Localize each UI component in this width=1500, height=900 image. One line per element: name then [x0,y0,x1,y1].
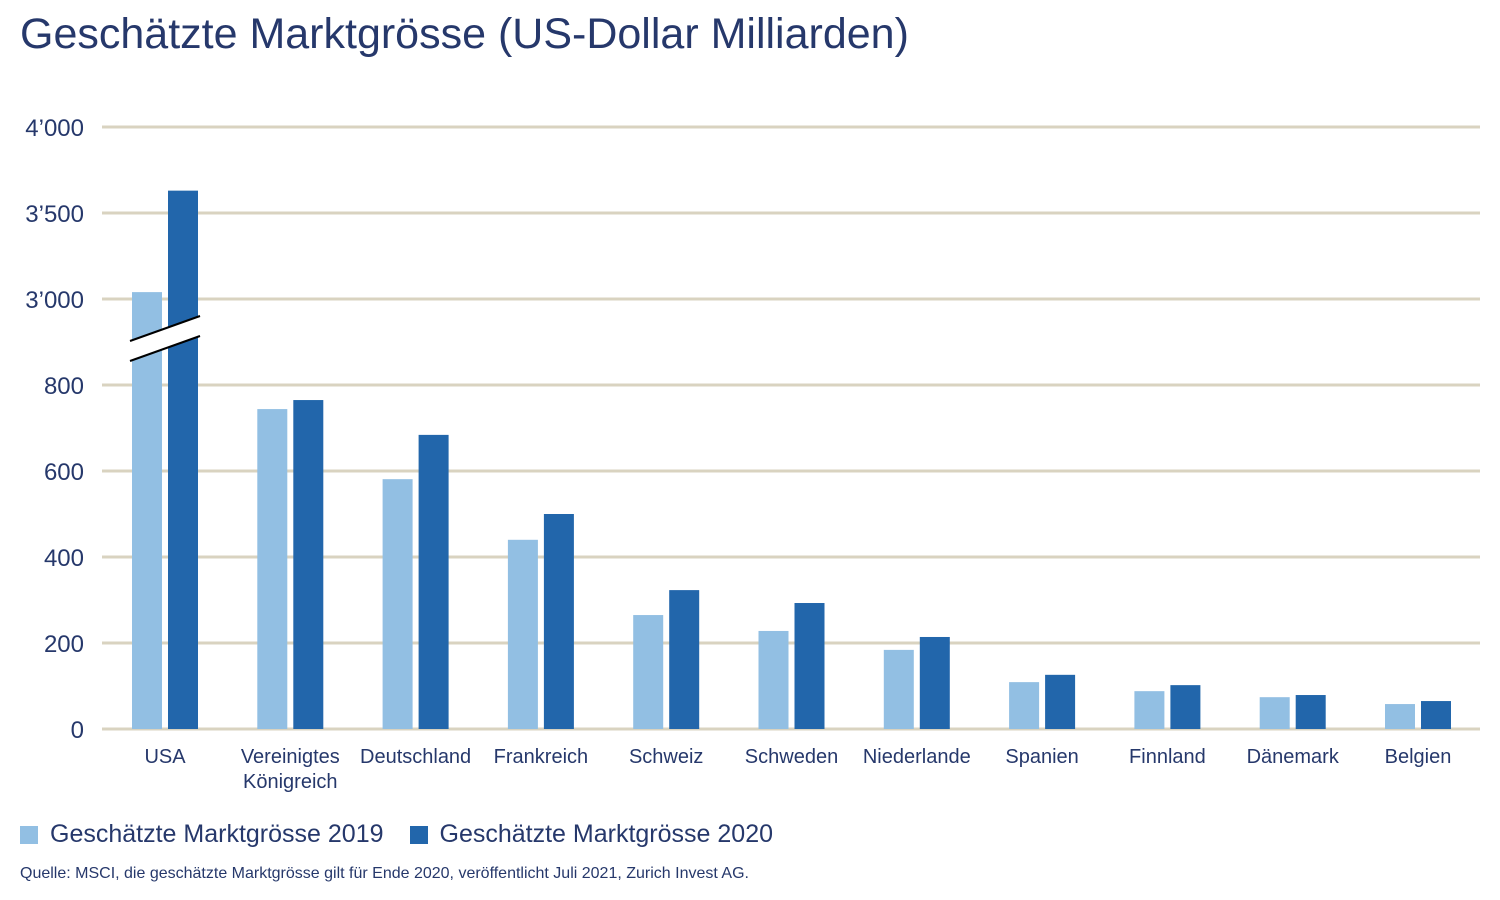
bar-2019 [758,630,789,729]
bar-2020 [1421,701,1451,729]
bar-2019 [1385,704,1415,729]
x-tick-label: Finnland [1129,746,1206,768]
bar-2019 [382,479,413,729]
y-tick-label: 400 [44,545,84,572]
x-tick-label: Belgien [1385,746,1452,768]
bar-2020 [1045,674,1076,729]
bar-2019 [633,615,664,729]
x-tick-label: Schweden [745,746,838,768]
bar-2020 [669,590,700,729]
legend-item-2020: Geschätzte Marktgrösse 2020 [409,820,774,849]
x-tick-label: Deutschland [360,746,471,768]
axis-break-line [129,335,201,362]
x-tick-label: Frankreich [494,746,588,768]
bar-2020 [919,636,950,729]
chart-title: Geschätzte Marktgrösse (US-Dollar Millia… [20,10,909,58]
axis-break-line [129,315,201,342]
bar-2020 [794,603,825,729]
bar-2020 [168,190,198,729]
y-tick-label: 3’500 [25,201,84,228]
x-tick-label: Schweiz [629,746,703,768]
bar-2020 [293,400,324,729]
legend-label-2020: Geschätzte Marktgrösse 2020 [439,820,774,848]
y-tick-label: 4’000 [25,115,84,142]
y-tick-label: 3’000 [25,287,84,314]
bar-2019 [1009,682,1040,729]
legend-swatch-2020 [409,825,428,844]
legend-label-2019: Geschätzte Marktgrösse 2019 [50,820,384,848]
bar-2019 [1259,697,1290,729]
legend-swatch-2019 [20,825,38,844]
x-tick-label: Dänemark [1247,746,1340,768]
bar-2019 [257,409,288,729]
bar-2019 [1134,691,1165,729]
bar-2020 [1295,695,1326,729]
legend-item-2019: Geschätzte Marktgrösse 2019 [20,820,384,849]
bar-2020 [418,434,449,729]
y-tick-label: 600 [44,459,84,486]
x-tick-label: Spanien [1005,746,1078,768]
axis-break-band [130,316,200,361]
x-tick-label: Vereinigtes Königreich [241,746,340,793]
x-tick-label: Niederlande [863,746,971,768]
source-note: Quelle: MSCI, die geschätzte Marktgrösse… [20,865,749,882]
bar-2020 [543,514,574,729]
legend: Geschätzte Marktgrösse 2019 Geschätzte M… [20,820,773,849]
y-tick-label: 200 [44,631,84,658]
bar-2019 [883,649,914,729]
x-tick-label: USA [144,746,186,768]
bar-2019 [507,539,538,729]
y-tick-label: 0 [71,717,84,744]
bar-2019 [132,292,162,729]
y-tick-label: 800 [44,373,84,400]
bar-2020 [1170,685,1201,729]
